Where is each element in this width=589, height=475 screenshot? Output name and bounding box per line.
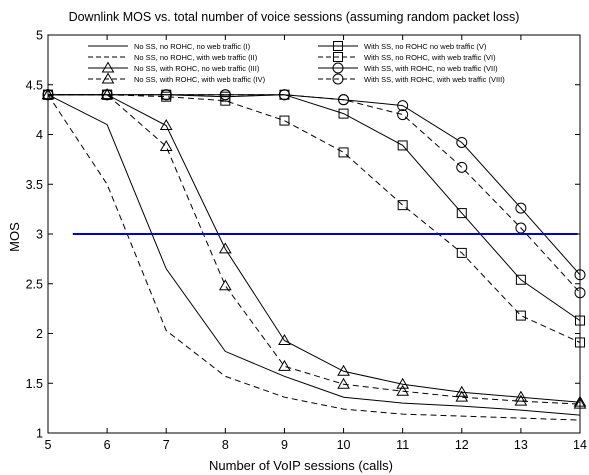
- x-tick-label: 9: [281, 438, 288, 452]
- series-6-point: [456, 247, 467, 258]
- series-7-point: [456, 136, 468, 148]
- series-6-point: [515, 310, 526, 321]
- legend-marker-8: [332, 73, 344, 85]
- y-tick-label: 1: [36, 427, 43, 441]
- series-6-point: [338, 147, 349, 158]
- legend-marker-7: [332, 62, 344, 74]
- y-tick-label: 3: [36, 228, 43, 242]
- series-7-point: [574, 269, 586, 281]
- y-tick-label: 2.5: [26, 277, 43, 291]
- series-3-point: [573, 395, 587, 407]
- series-4-point: [396, 384, 410, 396]
- x-tick-label: 5: [45, 438, 52, 452]
- y-tick-label: 4: [36, 128, 43, 142]
- series-3-point: [396, 377, 410, 389]
- legend-marker-3: [101, 61, 115, 73]
- x-axis-label: Number of VoIP sessions (calls): [209, 458, 393, 473]
- series-line-2: [47, 94, 581, 421]
- y-tick-label: 1.5: [26, 377, 43, 391]
- series-line-7: [48, 94, 581, 276]
- series-6-point: [397, 200, 408, 211]
- x-tick-label: 10: [337, 438, 351, 452]
- y-tick-label: 4.5: [26, 78, 43, 92]
- series-3-point: [514, 390, 528, 402]
- series-8-point: [397, 109, 409, 121]
- series-8-point: [160, 89, 172, 101]
- x-tick-label: 14: [573, 438, 587, 452]
- x-tick-label: 7: [163, 438, 170, 452]
- series-3-point: [278, 333, 291, 345]
- x-tick-label: 6: [104, 438, 111, 452]
- x-tick-label: 12: [455, 438, 469, 452]
- legend-marker-5: [333, 41, 343, 51]
- series-line-6: [48, 94, 581, 343]
- x-tick-label: 13: [514, 438, 528, 452]
- series-3-point: [218, 242, 232, 254]
- plot-area: 5 6 7 8 9 10 11 12 13 14 1 1.5 2 2.5 3 3.5 4 4.5 5: [26, 29, 587, 453]
- series-4-point: [337, 377, 350, 389]
- legend-label-2: No SS, no ROHC, with web traffic (II): [134, 53, 258, 62]
- x-tick-label: 8: [222, 438, 229, 452]
- series-5-point: [456, 208, 467, 219]
- legend-marker-4: [101, 72, 115, 84]
- y-axis-label: MOS: [7, 222, 22, 252]
- legend-label-4: No SS, with ROHC, with web traffic (IV): [134, 75, 266, 84]
- legend-label-3: No SS, with ROHC, no web traffic (III): [134, 64, 260, 73]
- chart-title: Downlink MOS vs. total number of voice s…: [69, 10, 520, 24]
- series-8-point: [338, 94, 350, 106]
- series-5-point: [575, 315, 585, 326]
- legend: No SS, no ROHC, no web traffic (I) No SS,…: [88, 41, 505, 85]
- series-6-point: [575, 337, 585, 348]
- series-4-point: [278, 359, 291, 371]
- series-5-point: [338, 108, 349, 119]
- y-tick-label: 3.5: [26, 178, 43, 192]
- y-tick-label: 5: [36, 29, 43, 43]
- series-8-point: [101, 89, 113, 101]
- legend-label-8: With SS, with ROHC, with web traffic (VI…: [364, 75, 505, 84]
- legend-label-6: With SS, no ROHC, with web traffic (VI): [364, 53, 496, 62]
- series-7-point: [397, 100, 409, 112]
- series-3-point: [455, 385, 469, 397]
- series-4-point: [573, 397, 587, 409]
- legend-marker-6: [333, 52, 343, 62]
- series-4-point: [218, 279, 232, 291]
- series-8-point: [456, 161, 468, 173]
- legend-label-7: With SS, with ROHC, no web traffic (VII): [364, 64, 498, 73]
- series-8-point: [574, 287, 586, 299]
- series-8-point: [219, 89, 231, 101]
- series-4-point: [514, 394, 528, 406]
- x-tick-label: 11: [396, 438, 409, 452]
- series-line-3: [48, 94, 581, 403]
- series-3-point: [337, 364, 350, 376]
- series-6-point: [220, 95, 231, 106]
- series-7-point: [515, 202, 527, 214]
- series-4-point: [159, 139, 173, 151]
- series-6-point: [279, 115, 290, 126]
- legend-label-5: With SS, no ROHC no web traffic (V): [364, 42, 487, 51]
- series-4-point: [455, 390, 469, 402]
- y-tick-label: 2: [36, 327, 43, 341]
- series-3-point: [159, 119, 173, 131]
- series-8-point: [42, 89, 54, 101]
- series-5-point: [397, 140, 408, 151]
- legend-label-1: No SS, no ROHC, no web traffic (I): [134, 42, 251, 51]
- series-5-point: [515, 274, 526, 285]
- series-8-point: [278, 89, 290, 101]
- series-line-1: [47, 94, 581, 416]
